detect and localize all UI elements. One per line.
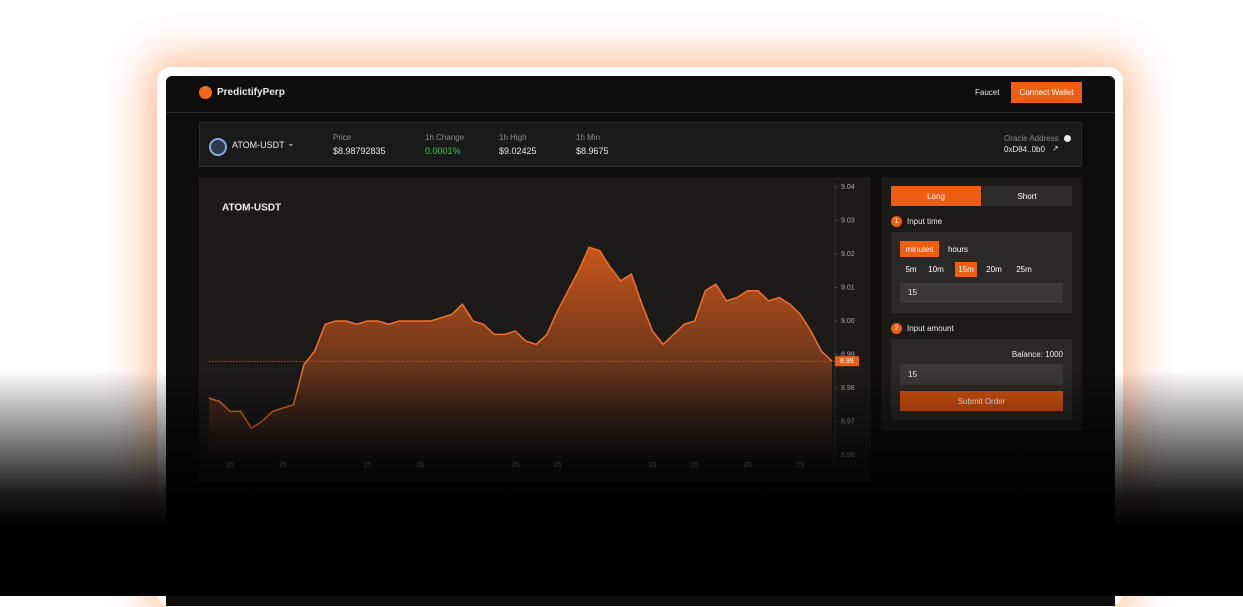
duration-btn[interactable]: 10m	[928, 265, 944, 274]
price-line	[208, 246, 833, 430]
connect-wallet[interactable]: Connect Wallet	[1011, 82, 1082, 103]
current-price-tag	[835, 356, 859, 367]
oracle-dot	[1064, 135, 1071, 142]
oracle-address[interactable]: 0xD84..0b0	[1004, 145, 1045, 154]
y-tick-label: 9.02	[841, 251, 855, 258]
step-badge: 1	[891, 216, 902, 227]
long-tab[interactable]: Long	[891, 186, 981, 206]
time-input[interactable]: 15	[900, 283, 1063, 303]
external-icon: ↗	[1052, 144, 1059, 153]
divider	[166, 112, 1115, 113]
high: $9.02425	[499, 146, 537, 156]
fade-overlay	[0, 370, 1243, 596]
pair-icon	[209, 138, 227, 156]
brand: PredictifyPerp	[217, 87, 285, 98]
chart-title: ATOM-USDT	[222, 203, 281, 214]
hours-btn[interactable]: hours	[947, 244, 968, 254]
ticker-bar	[199, 122, 1082, 167]
y-tick-label: 8.99	[841, 351, 855, 358]
balance: Balance: 1000	[1011, 350, 1063, 359]
duration-btn[interactable]: 15m	[955, 262, 977, 277]
y-tick-label: 9.01	[841, 284, 855, 291]
chevron: ⌄	[287, 138, 295, 148]
change: 0.0001%	[425, 146, 461, 156]
minutes-btn[interactable]: minutes	[900, 241, 939, 257]
step-badge: 2	[891, 323, 902, 334]
min-label: 1h Min	[576, 133, 601, 142]
time-label: Input time	[907, 217, 943, 226]
faucet-link[interactable]: Faucet	[975, 88, 1000, 97]
y-tick-label: 9.03	[841, 217, 855, 224]
y-tick-label: 9.04	[841, 184, 855, 191]
long-label: Long	[927, 191, 945, 201]
price: $8.98792835	[333, 146, 386, 156]
min: $8.9675	[576, 146, 609, 156]
duration-btn[interactable]: 20m	[986, 265, 1002, 274]
amount-label: Input amount	[907, 324, 954, 333]
y-tick-label: 9.00	[841, 318, 855, 325]
price-label: Price	[333, 133, 352, 142]
short-tab[interactable]: Short	[982, 186, 1072, 206]
change-label: 1h Change	[425, 133, 465, 142]
logo	[199, 86, 212, 99]
short-label: Short	[1017, 191, 1037, 201]
high-label: 1h High	[499, 133, 527, 142]
oracle-label: Oracle Address	[1004, 134, 1059, 143]
current-price-label: 8.99	[840, 358, 854, 365]
pair[interactable]: ATOM-USDT	[232, 140, 285, 150]
duration-btn[interactable]: 5m	[905, 265, 917, 274]
duration-btn[interactable]: 25m	[1016, 265, 1032, 274]
